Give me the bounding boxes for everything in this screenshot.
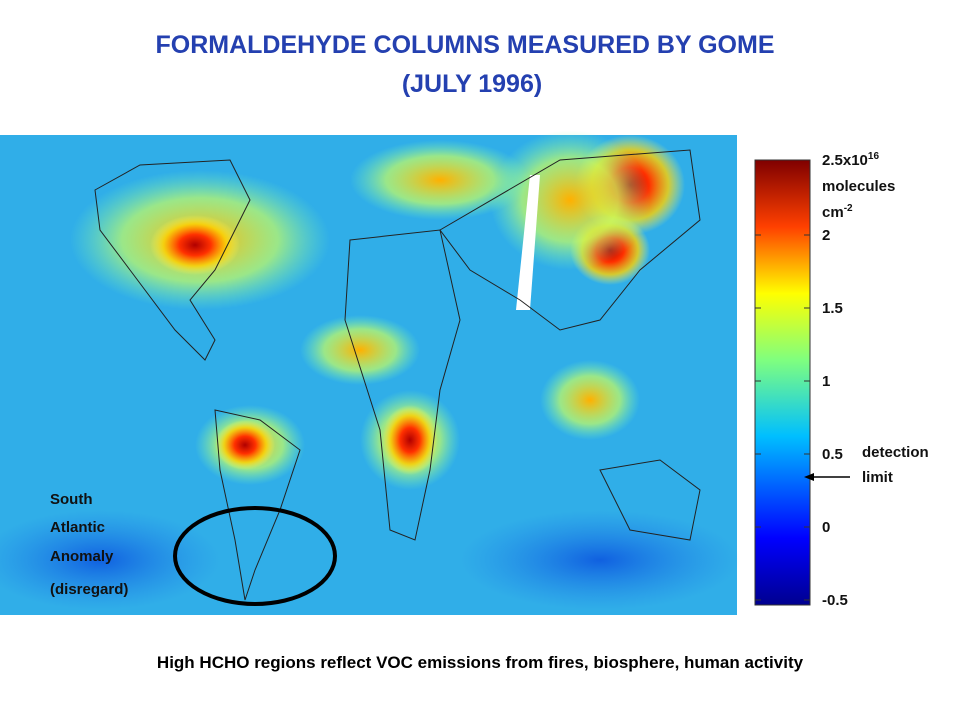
marker-arrow-head [804,473,814,481]
map [0,130,740,615]
title-line: FORMALDEHYDE COLUMNS MEASURED BY GOME [155,31,774,59]
annotation-line: Anomaly [50,548,114,565]
label-base: 2.5x10 [822,152,868,169]
colorbar-unit: molecules [822,178,895,195]
unit-base: cm [822,204,844,221]
colorbar-tick-label: 1 [822,373,830,390]
colorbar-tick-label: 2 [822,227,830,244]
marker-label: limit [862,469,893,486]
title-line: (JULY 1996) [402,70,542,98]
annotation-line: Atlantic [50,519,105,536]
marker-label: detection [862,444,929,461]
colorbar-tick-label: 1.5 [822,300,843,317]
annotation-line: (disregard) [50,581,128,598]
colorbar-tick-label: 0 [822,519,830,536]
colorbar-tick-label: -0.5 [822,592,848,609]
colorbar-tick-label: 0.5 [822,446,843,463]
unit-exponent: -2 [844,203,853,214]
label-exponent: 16 [868,151,880,162]
colorbar-unit: cm-2 [822,203,853,221]
colorbar-top-label: 2.5x1016 [822,151,879,169]
colorbar-scale [754,159,811,606]
caption: High HCHO regions reflect VOC emissions … [157,653,804,672]
annotation-line: South [50,491,93,508]
colorbar: 2.5x1016 molecules cm-2 detection limit … [754,151,929,609]
